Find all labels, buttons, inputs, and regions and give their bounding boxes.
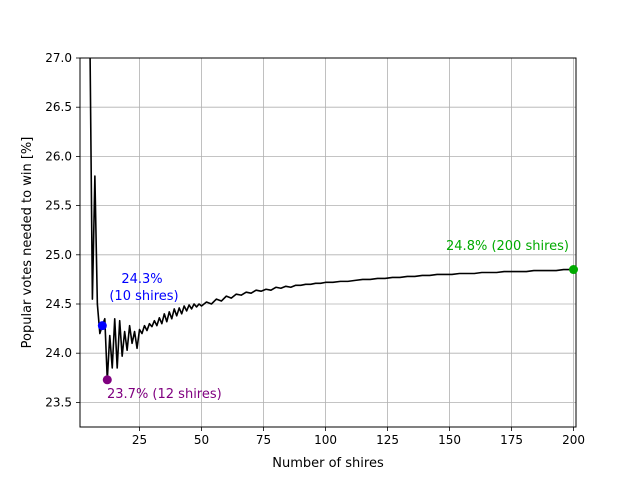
highlight-point [102, 375, 112, 385]
x-tick-label: 75 [256, 433, 271, 447]
x-tick-label: 200 [562, 433, 585, 447]
grid [80, 57, 576, 427]
series-line [89, 58, 574, 381]
axes-frame [79, 57, 577, 428]
y-tick-label: 24.0 [45, 346, 72, 360]
annotation-label: 24.8% (200 shires) [446, 239, 569, 254]
y-tick-label: 26.0 [45, 149, 72, 163]
x-axis-label: Number of shires [272, 456, 384, 471]
x-tick-label: 25 [132, 433, 147, 447]
y-tick-label: 23.5 [45, 395, 72, 409]
y-tick-label: 25.0 [45, 248, 72, 262]
x-tick-label: 50 [194, 433, 209, 447]
annotations: 24.3% (10 shires) 23.7% (12 shires) 24.8% (… [97, 239, 579, 402]
x-tick-label: 125 [376, 433, 399, 447]
highlight-point [569, 265, 579, 275]
annotation-label: 24.3% [121, 272, 162, 287]
y-tick-label: 26.5 [45, 100, 72, 114]
highlight-point [97, 321, 107, 331]
annotation-label: 23.7% (12 shires) [107, 387, 222, 402]
x-tick-label: 150 [438, 433, 461, 447]
y-tick-label: 25.5 [45, 199, 72, 213]
plot-area [89, 58, 574, 381]
x-tick-label: 175 [500, 433, 523, 447]
x-tick-label: 100 [314, 433, 337, 447]
annotation-label: (10 shires) [109, 289, 178, 304]
y-tick-label: 24.5 [45, 297, 72, 311]
y-axis-label: Popular votes needed to win [%] [20, 137, 35, 349]
y-tick-label: 27.0 [45, 51, 72, 65]
ticks: 25 50 75 100 125 150 175 200 23.5 24.0 24.5 25.0 25.… [45, 51, 585, 447]
